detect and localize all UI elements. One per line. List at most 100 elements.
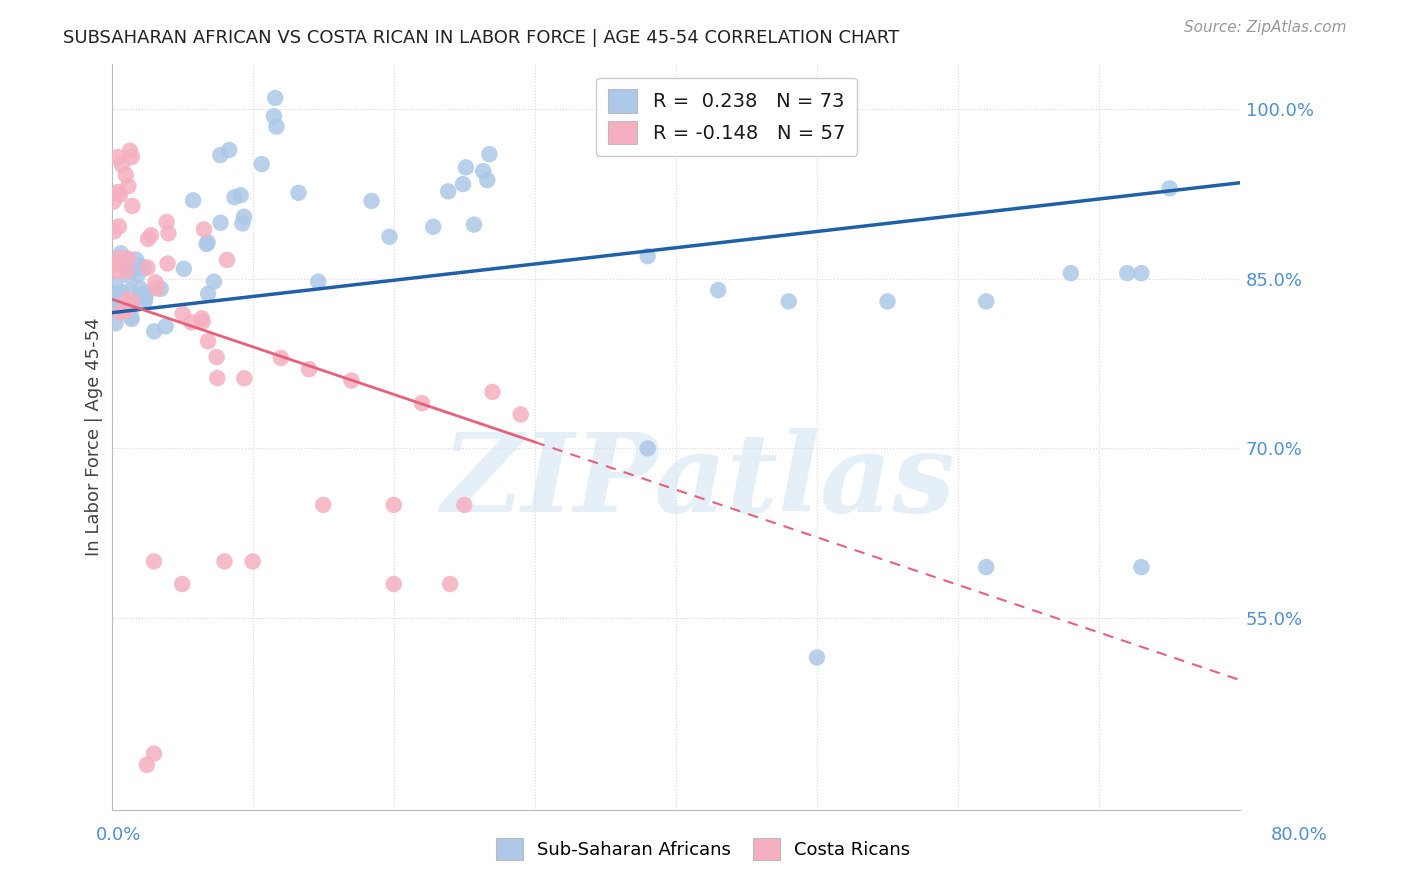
Point	[128, 281, 150, 295]
Point	[114, 304, 136, 318]
Text: 80.0%: 80.0%	[1271, 826, 1327, 844]
Point	[134, 294, 156, 309]
Point	[139, 228, 162, 243]
Y-axis label: In Labor Force | Age 45-54: In Labor Force | Age 45-54	[86, 318, 103, 557]
Point	[453, 498, 475, 512]
Point	[451, 177, 474, 191]
Point	[110, 246, 132, 260]
Point	[307, 275, 329, 289]
Point	[340, 374, 363, 388]
Point	[197, 235, 219, 250]
Point	[107, 185, 129, 199]
Point	[250, 157, 273, 171]
Point	[209, 148, 232, 162]
Point	[778, 294, 800, 309]
Point	[132, 287, 155, 301]
Point	[411, 396, 433, 410]
Point	[1116, 266, 1139, 280]
Point	[263, 109, 285, 123]
Point	[974, 294, 997, 309]
Point	[974, 560, 997, 574]
Text: 0.0%: 0.0%	[96, 826, 141, 844]
Point	[1130, 560, 1153, 574]
Point	[127, 268, 149, 282]
Point	[120, 310, 142, 324]
Point	[218, 143, 240, 157]
Point	[478, 147, 501, 161]
Point	[233, 371, 256, 385]
Point	[125, 252, 148, 267]
Point	[207, 371, 229, 385]
Point	[142, 747, 165, 761]
Text: Source: ZipAtlas.com: Source: ZipAtlas.com	[1184, 20, 1347, 35]
Point	[202, 275, 225, 289]
Point	[509, 408, 531, 422]
Point	[266, 120, 288, 134]
Text: ZIPatlas: ZIPatlas	[441, 428, 956, 535]
Point	[114, 168, 136, 182]
Point	[193, 222, 215, 236]
Point	[876, 294, 898, 309]
Point	[382, 498, 405, 512]
Point	[111, 158, 134, 172]
Point	[156, 256, 179, 270]
Point	[806, 650, 828, 665]
Point	[231, 216, 253, 230]
Point	[107, 150, 129, 164]
Point	[103, 194, 125, 209]
Point	[190, 311, 212, 326]
Point	[136, 260, 159, 275]
Point	[105, 264, 128, 278]
Point	[121, 312, 143, 326]
Point	[134, 291, 156, 305]
Point	[229, 188, 252, 202]
Point	[132, 261, 155, 276]
Point	[149, 282, 172, 296]
Point	[110, 306, 132, 320]
Point	[172, 307, 194, 321]
Point	[360, 194, 382, 208]
Point	[172, 577, 194, 591]
Point	[197, 334, 219, 349]
Point	[115, 264, 138, 278]
Point	[312, 498, 335, 512]
Text: SUBSAHARAN AFRICAN VS COSTA RICAN IN LABOR FORCE | AGE 45-54 CORRELATION CHART: SUBSAHARAN AFRICAN VS COSTA RICAN IN LAB…	[63, 29, 900, 46]
Legend: Sub-Saharan Africans, Costa Ricans: Sub-Saharan Africans, Costa Ricans	[488, 830, 918, 867]
Point	[481, 384, 503, 399]
Point	[197, 286, 219, 301]
Point	[215, 252, 238, 267]
Point	[111, 303, 134, 318]
Point	[117, 268, 139, 283]
Point	[103, 224, 125, 238]
Point	[121, 199, 143, 213]
Point	[103, 259, 125, 273]
Point	[111, 285, 134, 300]
Point	[233, 210, 256, 224]
Point	[209, 216, 232, 230]
Point	[117, 252, 139, 266]
Point	[1159, 181, 1181, 195]
Point	[439, 577, 461, 591]
Point	[472, 164, 495, 178]
Point	[173, 261, 195, 276]
Point	[117, 179, 139, 194]
Point	[118, 144, 141, 158]
Point	[118, 284, 141, 298]
Point	[195, 237, 218, 252]
Point	[437, 185, 460, 199]
Point	[117, 260, 139, 275]
Point	[180, 315, 202, 329]
Point	[135, 286, 157, 301]
Point	[637, 249, 659, 263]
Point	[104, 277, 127, 291]
Point	[242, 554, 264, 568]
Point	[224, 190, 246, 204]
Point	[118, 301, 141, 315]
Point	[264, 91, 287, 105]
Point	[205, 350, 228, 364]
Point	[117, 293, 139, 307]
Point	[1060, 266, 1083, 280]
Point	[121, 294, 143, 309]
Point	[122, 263, 145, 277]
Point	[108, 219, 131, 234]
